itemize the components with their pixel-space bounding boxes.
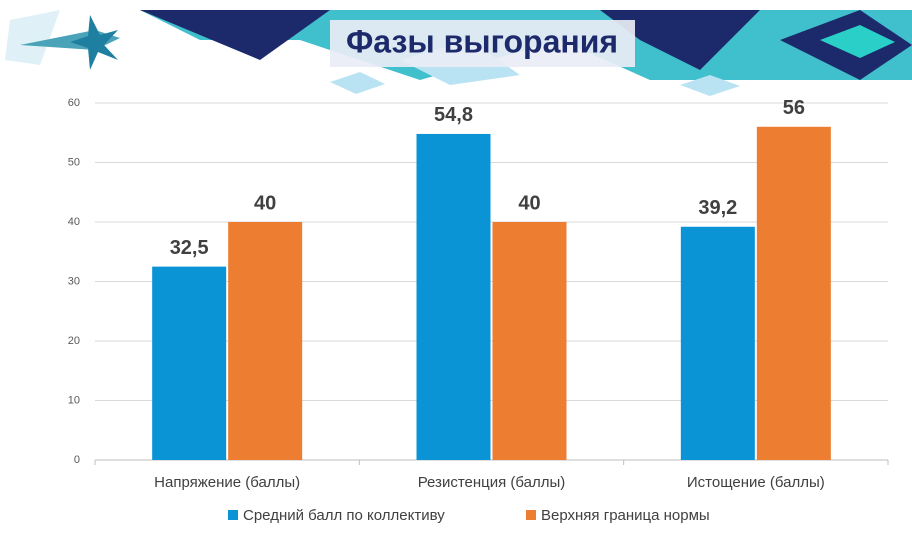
value-label: 32,5 [170,237,209,259]
bar [757,127,831,460]
value-label: 54,8 [434,104,473,126]
y-tick-label: 60 [68,97,80,109]
y-tick-label: 30 [68,275,80,287]
legend-label: Средний балл по коллективу [243,507,445,524]
y-tick-label: 10 [68,394,80,406]
value-label: 40 [254,192,276,214]
y-tick-label: 40 [68,216,80,228]
chart: Фазы выгорания 0 10 20 30 40 50 60 Напряжение (… [0,0,912,539]
bar [681,227,755,460]
y-tick-label: 0 [74,454,80,466]
legend-label: Верхняя граница нормы [541,507,710,524]
x-tick-label: Истощение (баллы) [687,474,825,491]
bar [493,222,567,460]
value-label: 40 [518,192,540,214]
value-label: 56 [783,97,805,119]
legend-swatch [228,510,238,520]
x-tick-label: Резистенция (баллы) [418,474,566,491]
y-tick-label: 20 [68,335,80,347]
x-tick-label: Напряжение (баллы) [154,474,300,491]
bar [152,267,226,460]
value-label: 39,2 [698,197,737,219]
bar [228,222,302,460]
legend-swatch [526,510,536,520]
chart-title: Фазы выгорания [346,23,618,59]
y-tick-label: 50 [68,156,80,168]
bar [417,134,491,460]
